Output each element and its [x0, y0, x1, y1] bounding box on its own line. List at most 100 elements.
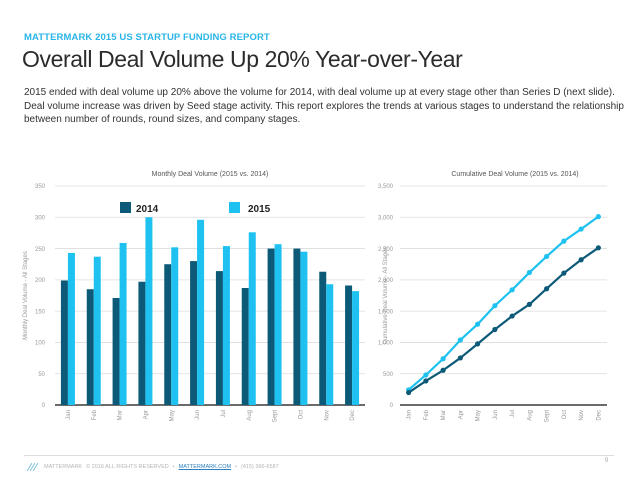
point-2015-nov: [578, 226, 584, 232]
bar-2014-feb: [86, 289, 94, 405]
x-tick-label: Jul: [221, 410, 227, 418]
y-tick-label: 500: [383, 372, 394, 378]
bar-2015-sept: [274, 244, 282, 405]
y-axis-label: Monthly Deal Volume - All Stages: [23, 251, 29, 340]
y-tick-label: 250: [35, 247, 46, 253]
footer-separator: •: [235, 464, 238, 470]
y-axis-label: Cumulative Deal Volume - All Stages: [383, 247, 389, 345]
line-series-2015: [407, 215, 600, 391]
legend-label-2014: 2014: [136, 204, 159, 215]
x-tick-label: Aug: [527, 410, 533, 421]
bar-2014-oct: [293, 248, 301, 405]
bar-2015-oct: [300, 251, 308, 405]
x-tick-label: Dec: [596, 410, 602, 421]
bar-2014-dec: [345, 285, 353, 405]
bar-2015-feb: [93, 256, 101, 405]
x-tick-label: Jan: [66, 410, 72, 420]
legend-swatch-2015: [229, 202, 240, 213]
x-tick-label: Apr: [143, 410, 149, 419]
x-tick-label: Sept: [273, 410, 279, 423]
y-tick-label: 50: [38, 372, 45, 378]
footer-separator: •: [172, 464, 175, 470]
point-2014-feb: [423, 378, 429, 384]
page-title: Overall Deal Volume Up 20% Year-over-Yea…: [22, 46, 463, 72]
y-tick-label: 100: [35, 341, 46, 347]
bar-2015-jul: [222, 246, 230, 405]
x-tick-label: Aug: [247, 410, 253, 421]
x-tick-label: Mar: [441, 410, 447, 420]
footer-divider: [24, 455, 614, 456]
y-tick-label: 1,000: [378, 341, 394, 347]
bar-2014-aug: [241, 287, 249, 405]
x-tick-label: Oct: [562, 410, 568, 420]
bar-2015-aug: [248, 232, 256, 405]
x-tick-label: Oct: [298, 410, 304, 420]
point-2014-aug: [526, 301, 532, 307]
chart-title: Monthly Deal Volume (2015 vs. 2014): [152, 171, 269, 178]
footer-phone: (415) 366-6587: [241, 464, 279, 470]
point-2014-sept: [544, 286, 550, 292]
y-tick-label: 0: [42, 403, 46, 409]
x-tick-label: May: [169, 410, 175, 421]
mattermark-logo-icon: [26, 462, 40, 472]
y-tick-label: 2,500: [378, 247, 394, 253]
bar-2014-jun: [190, 261, 198, 405]
report-eyebrow: MATTERMARK 2015 US STARTUP FUNDING REPOR…: [24, 32, 270, 43]
x-tick-label: Jun: [195, 410, 201, 420]
bar-2014-apr: [138, 281, 146, 405]
point-2014-jan: [406, 389, 412, 396]
line-series-2014: [408, 246, 600, 394]
x-tick-label: Nov: [579, 410, 585, 421]
point-2015-aug: [526, 269, 532, 276]
point-2014-nov: [578, 257, 584, 263]
point-2014-mar: [440, 367, 446, 373]
legend-swatch-2014: [120, 202, 131, 213]
x-tick-label: Sept: [545, 410, 551, 423]
point-2015-jun: [492, 303, 498, 309]
point-2014-may: [475, 341, 481, 347]
x-tick-label: Mar: [118, 410, 124, 420]
bar-2015-jun: [197, 219, 205, 405]
footer-website-link[interactable]: MATTERMARK.COM: [178, 464, 232, 470]
point-2015-mar: [440, 356, 446, 362]
x-tick-label: Jul: [510, 410, 516, 418]
point-2014-apr: [457, 355, 463, 361]
footer: MATTERMARK © 2016 ALL RIGHTS RESERVED • …: [26, 462, 279, 472]
bar-2015-mar: [119, 242, 127, 405]
bar-2015-may: [171, 247, 179, 405]
x-tick-label: Dec: [350, 410, 356, 421]
bar-2015-dec: [352, 291, 360, 405]
bar-2014-jul: [215, 271, 223, 405]
x-tick-label: Nov: [324, 410, 330, 421]
bar-2014-sept: [267, 248, 275, 405]
y-tick-label: 350: [35, 184, 46, 190]
summary-paragraph: 2015 ended with deal volume up 20% above…: [24, 87, 624, 126]
bar-2014-jan: [60, 280, 68, 405]
y-tick-label: 300: [35, 215, 46, 221]
point-2014-oct: [561, 270, 567, 276]
footer-copyright: © 2016 ALL RIGHTS RESERVED: [86, 464, 169, 470]
x-tick-label: Jun: [493, 410, 499, 420]
y-tick-label: 2,000: [378, 278, 394, 284]
x-tick-label: Feb: [92, 409, 98, 420]
point-2015-sept: [544, 253, 550, 260]
chart-title: Cumulative Deal Volume (2015 vs. 2014): [451, 171, 578, 178]
point-2015-oct: [561, 238, 567, 244]
point-2015-may: [475, 321, 481, 327]
bar-2015-nov: [326, 284, 334, 405]
point-2014-jun: [492, 326, 498, 333]
y-tick-label: 200: [35, 278, 46, 284]
y-tick-label: 3,500: [378, 184, 394, 190]
x-tick-label: Feb: [424, 409, 430, 420]
point-2015-jul: [509, 287, 515, 293]
y-tick-label: 3,000: [378, 215, 394, 221]
point-2014-jul: [509, 313, 515, 319]
point-2015-apr: [457, 337, 463, 343]
bar-2014-nov: [319, 271, 327, 405]
page-number: 9: [605, 458, 609, 464]
legend-label-2015: 2015: [248, 204, 271, 215]
x-tick-label: Jan: [407, 410, 413, 420]
point-2014-dec: [595, 245, 601, 251]
footer-brand: MATTERMARK: [44, 464, 83, 470]
